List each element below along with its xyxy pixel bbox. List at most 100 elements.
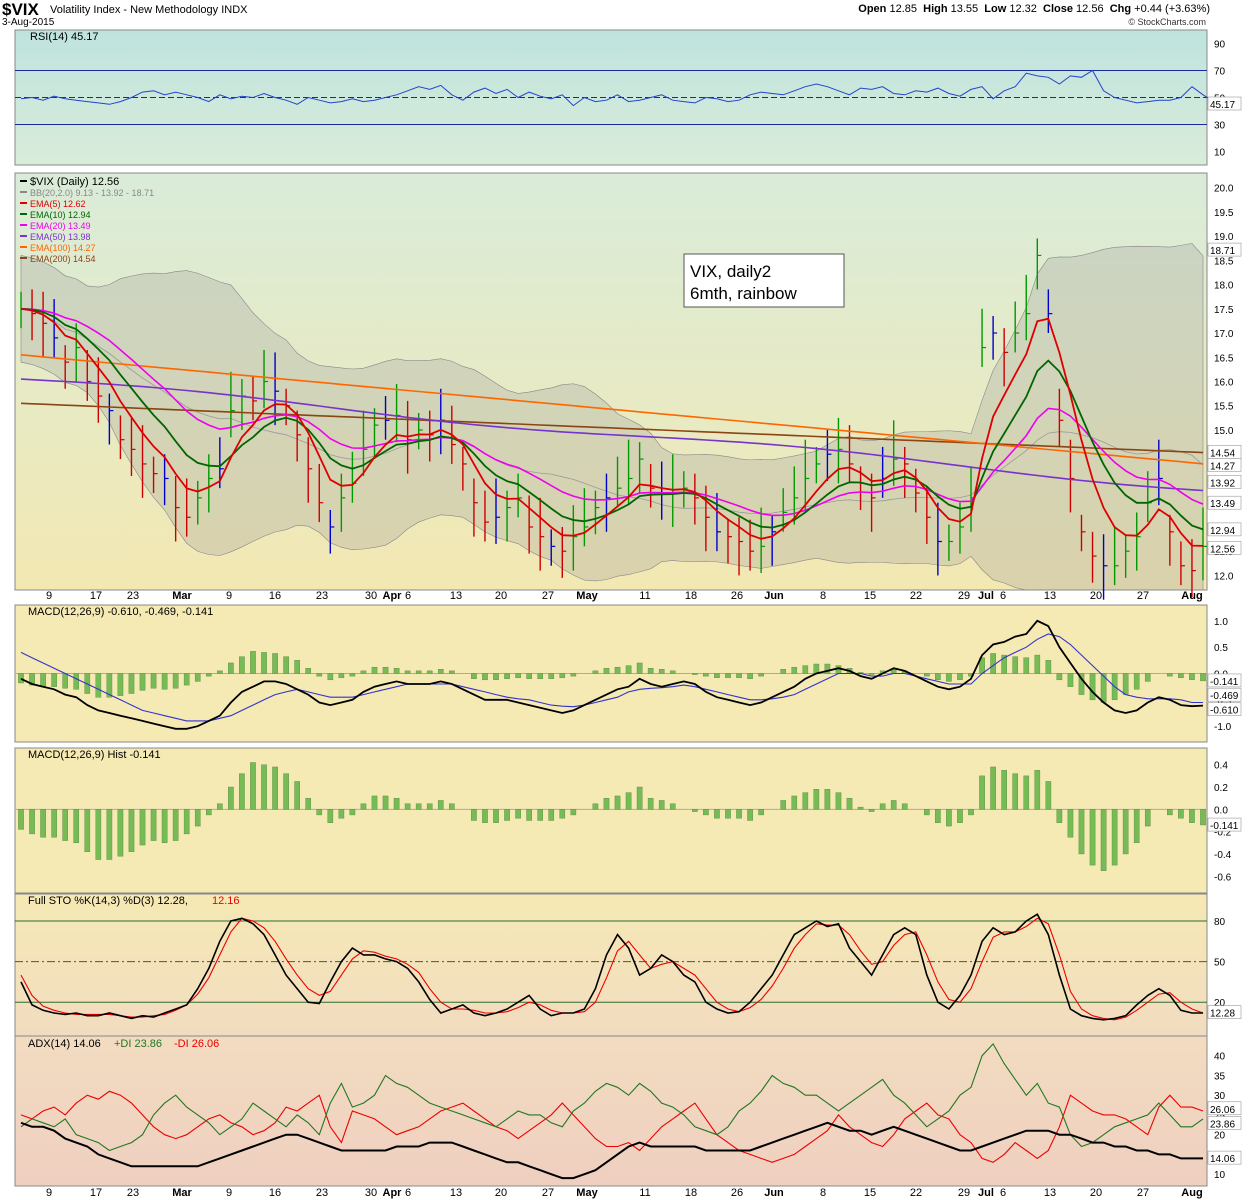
security-title: Volatility Index - New Methodology <box>50 4 219 16</box>
macd-hist-bar <box>658 669 665 674</box>
hist-bar <box>592 803 599 810</box>
adx-x-label: 13 <box>450 1187 462 1199</box>
adx-pdi-tag-text: 23.86 <box>1210 1119 1235 1130</box>
adx-tag: 14.06 <box>1207 1150 1242 1165</box>
hist-bar <box>780 800 787 810</box>
macd-hist-bar <box>559 673 566 678</box>
price-x-label: 13 <box>450 590 462 602</box>
hist-bar <box>316 809 323 816</box>
hist-tick-label: 0.0 <box>1214 805 1228 816</box>
macd-hist-bar <box>228 662 234 674</box>
macd-hist-bar <box>946 673 952 682</box>
hist-bar <box>1045 781 1052 810</box>
ema100-line <box>20 354 1204 465</box>
sto-legend-d: 12.16 <box>212 895 240 907</box>
macd-hist-bar <box>1122 673 1129 695</box>
macd-hist-bar <box>1189 673 1195 681</box>
ema20-line <box>20 308 1204 517</box>
hist-bar <box>205 809 212 816</box>
macd-line <box>20 619 1204 730</box>
adx-x-label: 27 <box>542 1187 554 1199</box>
price-bb-mid-tag: 13.92 <box>1207 475 1242 489</box>
price-x-label: Mar <box>172 590 192 602</box>
close-value: 12.56 <box>1076 3 1104 15</box>
macd-hist-bar <box>349 673 356 677</box>
price-x-label: Apr <box>383 590 403 602</box>
price-close-tag-text: 12.56 <box>1210 544 1235 555</box>
hist-bar <box>1056 809 1063 823</box>
hist-bar <box>371 795 378 810</box>
macd-hist-bar <box>1012 656 1019 674</box>
hist-bar <box>890 800 897 810</box>
macd-hist-bar <box>636 662 643 674</box>
price-x-label: 30 <box>365 590 377 602</box>
hist-bar <box>1001 770 1007 810</box>
macd-hist-bar <box>426 670 433 674</box>
price-legend-item: EMA(20) 13.49 <box>30 221 91 231</box>
exchange: INDX <box>221 4 248 16</box>
price-x-label: May <box>576 590 598 602</box>
macd-hist-bar <box>813 663 820 674</box>
rsi-tick-label: 90 <box>1214 40 1226 51</box>
macd-hist-bar <box>128 673 135 694</box>
security-name: Volatility Index - New Methodology INDX <box>50 4 248 16</box>
hist-last-tag-box <box>1207 817 1242 832</box>
hist-bar <box>901 803 908 810</box>
hist-bar <box>526 809 532 821</box>
macd-hist-bar <box>758 673 764 677</box>
watermark: © StockCharts.com <box>1128 17 1206 27</box>
hist-bar <box>415 803 422 810</box>
hist-bar <box>1067 809 1074 838</box>
price-x-label: 29 <box>958 590 970 602</box>
macd-hist-bar <box>40 673 46 687</box>
rsi-last-value: 45.17 <box>1207 96 1242 111</box>
adx-x-label: 6 <box>405 1187 411 1199</box>
hist-bar <box>548 809 555 821</box>
change-label: Chg <box>1109 3 1132 15</box>
hist-bar <box>426 803 433 810</box>
hist-bar <box>128 809 135 852</box>
sto-last-tag-text: 12.28 <box>1210 1009 1235 1020</box>
macd-hist-bar <box>1045 660 1052 674</box>
hist-bar <box>183 809 190 835</box>
macd-hist-bar <box>29 673 35 686</box>
price-legend-item: EMA(5) 12.62 <box>30 199 86 209</box>
bollinger-mid <box>20 308 1204 515</box>
price-x-label: 27 <box>1137 590 1149 602</box>
ema5-line <box>20 307 1204 547</box>
price-x-label: 22 <box>910 590 922 602</box>
price-ema200-tag-text: 14.54 <box>1210 448 1235 459</box>
hist-bar <box>29 809 35 835</box>
hist-bar <box>40 809 46 838</box>
price-ema10-tag-text: 12.94 <box>1210 526 1235 537</box>
macd-hist-bar <box>283 656 289 674</box>
ema50-line <box>20 378 1204 492</box>
macd-hist-bar <box>117 673 124 696</box>
adx-x-label: Aug <box>1181 1187 1202 1199</box>
price-close-tag-box <box>1207 540 1242 555</box>
adx-x-label: 11 <box>639 1187 650 1199</box>
hist-bar <box>692 809 698 812</box>
macd-tick-label: 1.0 <box>1214 617 1228 628</box>
macd-hist-bar <box>647 668 654 674</box>
high-label: High <box>923 3 948 15</box>
hist-bar <box>614 795 621 810</box>
adx-x-label: 18 <box>685 1187 697 1199</box>
adx-x-label: 29 <box>958 1187 970 1199</box>
macd-hist-bar <box>1023 657 1030 674</box>
bollinger-band <box>20 243 1204 591</box>
low-value: 12.32 <box>1009 3 1037 15</box>
hist-bar <box>250 762 256 810</box>
hist-bar <box>1078 809 1085 855</box>
price-ema10-tag: 12.94 <box>1207 522 1242 537</box>
macd-hist-bar <box>714 673 720 678</box>
adx-x-label: 8 <box>820 1187 826 1199</box>
macd-hist-bar <box>1001 654 1007 674</box>
price-x-label: 23 <box>316 590 328 602</box>
macd-hist-bar <box>1089 673 1096 701</box>
hist-bar <box>658 800 665 810</box>
macd-signal-tag: -0.469 <box>1207 687 1242 702</box>
price-bb-upper-tag-box <box>1207 242 1242 257</box>
price-x-label: 23 <box>127 590 139 602</box>
